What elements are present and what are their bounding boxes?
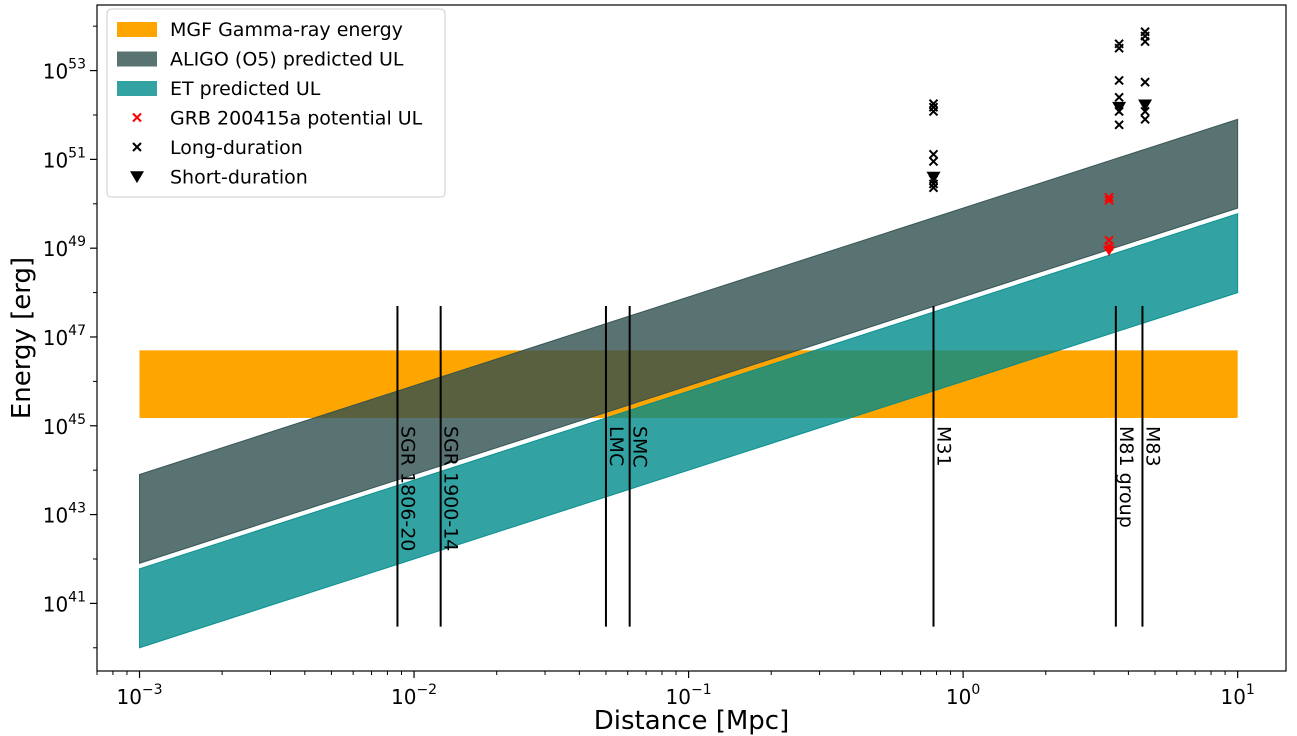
y-tick-label-5: 1051 xyxy=(43,145,86,172)
x-tick-label-3: 100 xyxy=(946,682,980,709)
y-tick-label-3: 1047 xyxy=(43,323,86,350)
y-tick-label-6: 1053 xyxy=(43,57,86,84)
ref-label-6: M83 xyxy=(1141,426,1163,467)
legend-swatch-aligo xyxy=(117,51,157,67)
short-duration-point-2 xyxy=(1138,99,1153,112)
legend: MGF Gamma-ray energy ALIGO (O5) predicted… xyxy=(106,8,446,198)
legend-label-2: ET predicted UL xyxy=(170,78,321,100)
short-duration-point-1 xyxy=(1112,101,1127,114)
legend-label-0: MGF Gamma-ray energy xyxy=(170,19,403,41)
legend-label-3: GRB 200415a potential UL xyxy=(170,108,423,130)
x-tick-label-2: 10−1 xyxy=(666,682,712,709)
ref-label-5: M81 group xyxy=(1115,426,1137,528)
long-duration-point-16 xyxy=(1140,36,1150,47)
long-duration-point-11 xyxy=(1114,92,1124,103)
long-duration-point-17 xyxy=(1140,77,1150,87)
y-axis-label: Energy [erg] xyxy=(7,257,37,419)
x-tick-label-0: 10−3 xyxy=(116,682,162,709)
ref-label-0: SGR 1806-20 xyxy=(396,426,418,551)
y-tick-label-2: 1045 xyxy=(43,412,86,439)
plot-area: SGR 1806-20 SGR 1900-14 LMC SMC M31 M81 group… xyxy=(139,27,1239,649)
long-duration-point-13 xyxy=(1114,120,1124,130)
grb-point-0 xyxy=(1104,195,1114,205)
legend-label-5: Short-duration xyxy=(170,167,308,189)
x-tick-label-1: 10−2 xyxy=(391,682,437,709)
legend-swatch-5 xyxy=(130,171,144,184)
long-duration-point-2 xyxy=(928,106,939,117)
short-duration-point-0 xyxy=(926,171,941,184)
y-tick-label-1: 1043 xyxy=(43,501,86,528)
legend-swatch-3 xyxy=(132,112,142,123)
long-duration-point-6 xyxy=(928,179,939,189)
long-duration-point-18 xyxy=(1140,106,1150,117)
x-axis-label: Distance [Mpc] xyxy=(594,706,789,736)
y-tick-label-0: 1041 xyxy=(43,589,86,616)
ref-label-3: SMC xyxy=(629,426,651,468)
ref-label-4: M31 xyxy=(933,426,955,467)
long-duration-point-4 xyxy=(928,156,939,167)
long-duration-point-3 xyxy=(928,149,939,160)
aligo-band xyxy=(139,118,1239,564)
ref-label-1: SGR 1900-14 xyxy=(440,426,462,551)
plot-frame xyxy=(96,4,1287,672)
ref-label-2: LMC xyxy=(605,426,627,466)
legend-swatch-4 xyxy=(132,142,142,152)
grb-arrow xyxy=(1103,245,1116,256)
legend-box xyxy=(106,8,446,198)
long-duration-point-10 xyxy=(1114,75,1124,86)
long-duration-point-19 xyxy=(1140,114,1150,124)
legend-label-4: Long-duration xyxy=(170,137,303,159)
grb-point-1 xyxy=(1104,192,1114,203)
axis-ticks: 10−3 10−2 10−1 100 101 1041 1043 1045 1047 1049 10… xyxy=(43,25,1255,709)
legend-swatch-mgf xyxy=(117,22,157,37)
legend-label-1: ALIGO (O5) predicted UL xyxy=(170,49,404,71)
x-tick-label-4: 101 xyxy=(1220,682,1254,709)
long-duration-point-7 xyxy=(928,183,939,193)
y-tick-label-4: 1049 xyxy=(43,234,86,261)
legend-swatch-et xyxy=(117,81,157,96)
long-duration-point-0 xyxy=(928,98,939,109)
long-duration-point-9 xyxy=(1114,43,1124,53)
et-band xyxy=(139,212,1239,649)
